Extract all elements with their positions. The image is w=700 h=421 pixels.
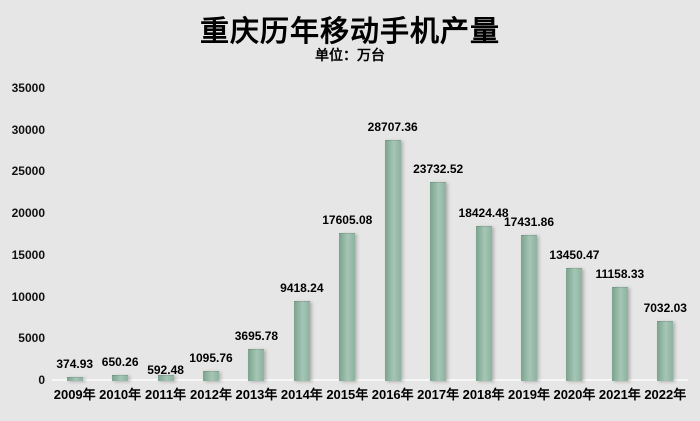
data-label-2009年: 374.93 <box>56 356 94 371</box>
y-axis-tick-label: 20000 <box>11 206 45 221</box>
bar-2012年 <box>203 370 219 381</box>
data-label-2012年: 1095.76 <box>189 350 233 365</box>
bar-2018年 <box>475 226 492 381</box>
x-axis-label-2009年: 2009年 <box>53 387 96 402</box>
bar-2009年 <box>66 376 83 381</box>
data-label-2021年: 11158.33 <box>595 266 645 281</box>
data-label-2015年: 17605.08 <box>322 213 373 228</box>
x-axis-label-2015年: 2015年 <box>326 387 369 402</box>
data-label-2011年: 592.48 <box>147 363 184 378</box>
data-label-2019年: 17431.86 <box>503 214 555 229</box>
x-axis-label-2013年: 2013年 <box>235 387 278 402</box>
x-axis-label-2020年: 2020年 <box>553 387 596 402</box>
x-axis-label-2017年: 2017年 <box>417 387 460 402</box>
x-axis-label-2022年: 2022年 <box>644 387 687 402</box>
x-axis-label-2010年: 2010年 <box>99 387 142 402</box>
data-label-2020年: 13450.47 <box>549 247 600 262</box>
x-axis-label-2019年: 2019年 <box>508 387 550 402</box>
data-label-2017年: 23732.52 <box>413 162 464 176</box>
data-label-2014年: 9418.24 <box>280 281 324 296</box>
y-axis-tick-label: 25000 <box>11 164 45 179</box>
x-axis-label-2012年: 2012年 <box>190 387 232 402</box>
y-axis-tick-label: 5000 <box>18 331 45 346</box>
data-label-2013年: 3695.78 <box>234 329 279 344</box>
x-axis-label-2016年: 2016年 <box>371 387 414 402</box>
y-axis-tick-label: 35000 <box>11 81 45 95</box>
data-label-2010年: 650.26 <box>101 354 139 369</box>
chart-title: 重庆历年移动手机产量 <box>199 16 500 48</box>
bar-2017年 <box>430 182 447 381</box>
bar-2014年 <box>293 301 310 381</box>
bar-2016年 <box>384 140 401 381</box>
x-axis-label-2021年: 2021年 <box>598 387 641 402</box>
y-axis-tick-label: 30000 <box>11 122 45 137</box>
chart-subtitle: 单位：万台 <box>315 47 385 63</box>
x-axis-line <box>52 379 688 381</box>
bar-2021年 <box>611 286 628 381</box>
bar-2010年 <box>112 374 129 381</box>
bar-2020年 <box>566 267 583 381</box>
y-axis-tick-label: 10000 <box>11 289 45 304</box>
x-axis-label-2014年: 2014年 <box>280 387 323 402</box>
y-axis-tick-label: 15000 <box>11 247 45 262</box>
x-axis-label-2018年: 2018年 <box>462 387 505 402</box>
x-axis-label-2011年: 2011年 <box>144 387 187 402</box>
data-label-2018年: 18424.48 <box>458 206 509 221</box>
bar-2015年 <box>339 233 356 381</box>
y-axis-tick-label: 0 <box>38 373 45 387</box>
data-label-2022年: 7032.03 <box>643 301 687 316</box>
bar-2022年 <box>657 321 674 381</box>
bar-2019年 <box>521 234 537 381</box>
bar-2011年 <box>157 375 174 381</box>
bar-2013年 <box>248 349 265 381</box>
data-label-2016年: 28707.36 <box>367 120 418 135</box>
